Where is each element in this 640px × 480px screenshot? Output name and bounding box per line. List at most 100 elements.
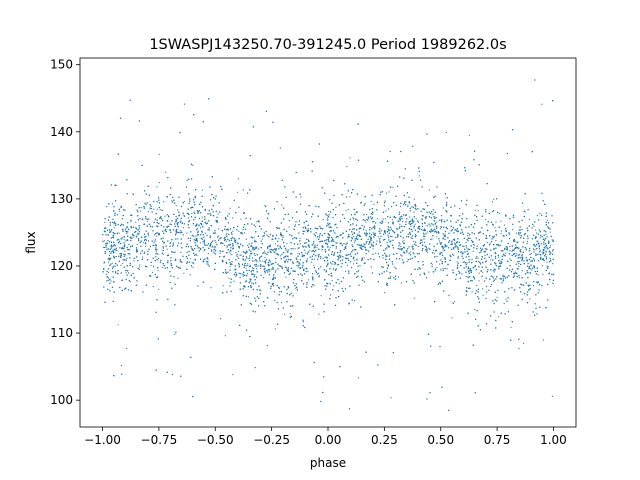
data-point bbox=[326, 217, 328, 219]
data-point bbox=[138, 268, 140, 271]
data-point bbox=[263, 235, 265, 237]
data-point bbox=[322, 257, 324, 259]
data-point bbox=[345, 270, 347, 272]
data-point bbox=[542, 339, 545, 341]
data-point bbox=[462, 251, 464, 254]
data-point bbox=[545, 233, 547, 236]
data-point bbox=[281, 204, 283, 206]
data-point bbox=[264, 205, 266, 207]
data-point bbox=[426, 249, 428, 251]
data-point bbox=[454, 242, 456, 244]
data-point bbox=[232, 217, 234, 219]
data-point bbox=[492, 269, 494, 272]
data-points bbox=[102, 79, 555, 411]
data-point bbox=[466, 247, 468, 249]
data-point bbox=[130, 220, 132, 222]
data-point bbox=[456, 261, 458, 263]
data-point bbox=[345, 210, 347, 212]
data-point bbox=[251, 269, 253, 271]
data-point bbox=[249, 259, 251, 262]
data-point bbox=[313, 264, 315, 266]
data-point bbox=[244, 260, 246, 262]
data-point bbox=[182, 227, 184, 229]
data-point bbox=[275, 253, 277, 255]
data-point bbox=[238, 230, 240, 232]
data-point bbox=[215, 221, 217, 223]
data-point bbox=[111, 262, 113, 264]
data-point bbox=[532, 284, 535, 287]
data-point bbox=[412, 221, 414, 223]
data-point bbox=[316, 247, 318, 249]
data-point bbox=[118, 232, 120, 234]
data-point bbox=[349, 157, 351, 159]
data-point bbox=[111, 203, 113, 205]
data-point bbox=[410, 225, 412, 227]
data-point bbox=[462, 261, 464, 264]
data-point bbox=[140, 210, 142, 212]
data-point bbox=[359, 265, 361, 267]
data-point bbox=[279, 147, 281, 149]
data-point bbox=[191, 262, 193, 264]
data-point bbox=[156, 235, 158, 237]
data-point bbox=[523, 342, 525, 345]
data-point bbox=[483, 243, 486, 246]
data-point bbox=[183, 272, 185, 274]
data-point bbox=[271, 249, 273, 251]
data-point bbox=[423, 233, 425, 235]
data-point bbox=[511, 250, 513, 252]
data-point bbox=[520, 249, 522, 251]
data-point bbox=[490, 259, 492, 261]
data-point bbox=[274, 299, 276, 302]
data-point bbox=[201, 216, 203, 218]
data-point bbox=[328, 210, 330, 212]
data-point bbox=[257, 248, 260, 250]
data-point bbox=[205, 260, 207, 262]
data-point bbox=[366, 213, 368, 216]
data-point bbox=[235, 251, 237, 254]
data-point bbox=[231, 254, 233, 256]
data-point bbox=[417, 221, 420, 223]
data-point bbox=[509, 246, 511, 248]
data-point bbox=[417, 245, 419, 248]
data-point bbox=[246, 265, 248, 267]
data-point bbox=[439, 263, 441, 265]
data-point bbox=[229, 265, 231, 267]
data-point bbox=[239, 254, 241, 256]
data-point bbox=[148, 235, 150, 237]
data-point bbox=[199, 242, 201, 244]
data-point bbox=[391, 219, 393, 221]
data-point bbox=[409, 251, 411, 253]
data-point bbox=[331, 280, 333, 282]
data-point bbox=[139, 266, 141, 268]
data-point bbox=[308, 228, 310, 230]
data-point bbox=[224, 335, 226, 337]
data-point bbox=[103, 261, 105, 263]
data-point bbox=[502, 235, 504, 237]
data-point bbox=[407, 204, 409, 206]
data-point bbox=[453, 254, 455, 257]
data-point bbox=[436, 236, 438, 238]
data-point bbox=[500, 220, 502, 222]
data-point bbox=[484, 254, 486, 257]
data-point bbox=[428, 189, 430, 191]
data-point bbox=[467, 266, 469, 268]
data-point bbox=[528, 218, 531, 220]
data-point bbox=[358, 231, 360, 233]
data-point bbox=[346, 165, 348, 168]
data-point bbox=[335, 206, 337, 208]
data-point bbox=[533, 225, 535, 227]
data-point bbox=[207, 252, 209, 254]
data-point bbox=[215, 241, 217, 244]
data-point bbox=[427, 231, 429, 233]
data-point bbox=[430, 238, 432, 240]
data-point bbox=[492, 280, 494, 282]
data-point bbox=[535, 229, 537, 231]
data-point bbox=[307, 270, 309, 272]
data-point bbox=[509, 258, 511, 260]
data-point bbox=[433, 253, 435, 255]
data-point bbox=[495, 221, 497, 223]
data-point bbox=[544, 248, 546, 250]
data-point bbox=[300, 196, 302, 198]
data-point bbox=[508, 231, 510, 234]
